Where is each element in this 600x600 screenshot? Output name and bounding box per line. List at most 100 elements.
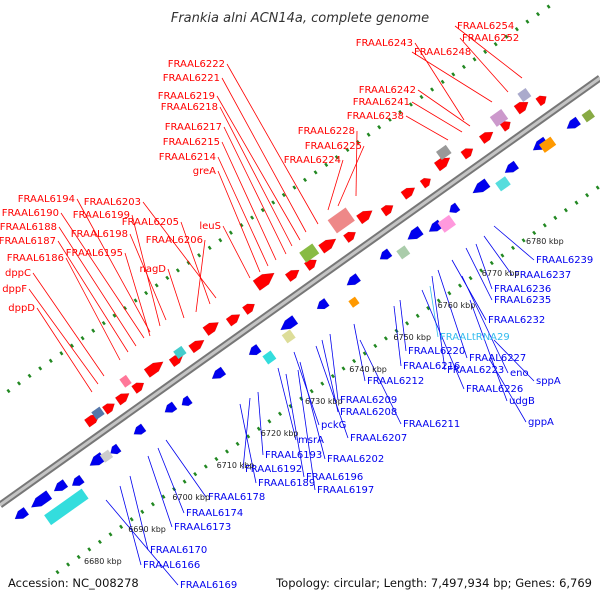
tick-mark [408,102,413,107]
tick-mark [405,321,410,326]
feature-label-forward-connector [221,141,277,261]
feature-box [281,329,296,344]
forward-gene-arrow [355,210,373,225]
feature-label-reverse: FRAAL6192 [245,464,302,475]
tick-mark [193,471,198,477]
feature-label-reverse-connector [105,499,179,586]
reverse-gene-arrow [53,479,69,492]
feature-box [44,488,89,526]
feature-label-forward: dppC [5,268,31,279]
feature-label-reverse-connector [147,455,173,528]
feature-label-forward-connector [58,226,137,347]
tick-mark [271,200,276,205]
feature-label-forward-connector [222,225,251,279]
tick-mark [461,64,466,70]
feature-label-reverse-connector [277,367,297,441]
tick-mark [334,155,339,160]
scale-label: 6710 kbp [217,461,255,470]
tick-mark [119,524,124,529]
feature-label-forward-connector [57,240,129,353]
reverse-gene-arrow [379,248,393,260]
reverse-gene-arrow [280,315,299,331]
label-connectors [28,25,535,586]
forward-gene-arrow [241,303,256,316]
tick-mark [415,313,420,318]
forward-gene-arrow [318,238,337,254]
feature-label-reverse: FRAAL6170 [150,545,207,556]
map-title: Frankia alni ACN14a, complete genome [171,11,429,26]
feature-label-forward: FRAAL6194 [18,194,75,205]
tick-mark [144,290,149,296]
forward-gene-arrow [114,393,130,406]
feature-label-reverse: udgB [509,396,535,407]
tick-marks [6,4,600,575]
tick-mark [150,502,155,507]
feature-box [539,136,557,153]
feature-label-reverse: FRAAL6226 [466,384,523,395]
reverse-gene-arrow [211,366,227,379]
tick-mark [426,306,431,311]
tick-mark [182,479,187,484]
reverse-gene-arrow [133,423,147,435]
feature-label-reverse-connector [119,485,142,566]
tick-mark [447,291,452,296]
reverse-gene-arrow [181,395,193,407]
feature-label-forward: FRAAL6214 [159,152,216,163]
forward-gene-arrow [252,272,275,291]
feature-box [396,245,411,260]
forward-gene-arrow [380,205,394,217]
feature-label-reverse: FRAAL6208 [340,407,397,418]
reverse-gene-arrow [14,506,30,520]
forward-gene-arrow [225,314,241,327]
reverse-gene-arrow [316,297,330,310]
feature-label-forward: FRAAL6195 [66,248,123,259]
tick-mark [175,268,180,273]
forward-gene-arrow [478,131,494,145]
feature-label-reverse: FRAAL6166 [143,560,200,571]
feature-label-forward-connector [65,257,121,361]
tick-mark [313,170,318,175]
feature-label-reverse: FRAAL6197 [317,485,374,496]
feature-label-forward: FRAAL6222 [168,59,225,70]
feature-label-forward: FRAAL6203 [84,197,141,208]
tick-mark [535,11,541,17]
feature-label-forward-connector [129,233,167,321]
tick-mark [228,230,233,235]
feature-label-forward: dppF [2,284,27,295]
feature-label-forward: FRAAL6254 [457,21,514,32]
feature-label-reverse-connector [437,269,468,359]
feature-box [348,296,360,308]
feature-label-forward-connector [76,198,151,333]
tick-mark [398,109,403,115]
reverse-gene-arrow [449,202,461,214]
reverse-gene-arrow [164,401,178,413]
feature-label-forward: FRAAL6186 [7,253,64,264]
tick-mark [80,336,85,341]
tick-mark [38,366,43,371]
scale-label: 6690 kbp [128,525,166,534]
forward-gene-arrow [202,322,219,337]
feature-label-reverse-connector [475,243,493,290]
scale-label: 6720 kbp [261,429,299,438]
feature-label-reverse: FRAAL6178 [208,492,265,503]
feature-label-reverse-connector [431,275,446,371]
feature-label-forward-connector [221,77,307,233]
tick-mark [6,388,11,394]
feature-label-reverse: FRAAL6235 [494,295,551,306]
feature-label-forward: FRAAL6217 [165,122,222,133]
forward-gene-arrow [188,339,205,354]
feature-label-reverse: pckG [321,420,346,431]
feature-label-reverse-connector [399,299,407,352]
feature-label-reverse-connector [315,345,349,439]
feature-box [327,207,355,234]
feature-label-reverse-connector [239,403,257,484]
feature-label-forward: FRAAL6205 [122,217,179,228]
tick-mark [260,207,265,213]
feature-label-reverse-connector [393,305,402,367]
feature-label-reverse-connector [329,333,339,401]
feature-label-forward-connector [217,170,261,273]
tick-mark [483,49,488,54]
feature-label-forward: FRAAL6241 [353,97,410,108]
tick-mark [542,223,547,228]
tick-mark [267,419,272,424]
